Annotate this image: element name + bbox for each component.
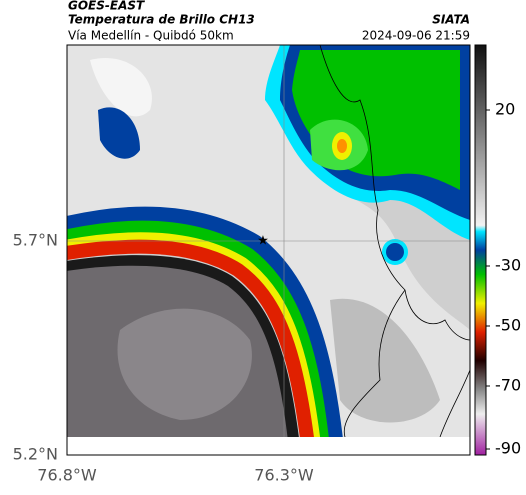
lon-label: 76.3°W xyxy=(254,466,314,485)
colorbar-ticks xyxy=(486,109,490,450)
colorbar-label: -90 xyxy=(495,439,521,458)
map-frame xyxy=(66,44,471,456)
source-title: GOES-EAST xyxy=(68,0,145,13)
lon-label: 76.8°W xyxy=(37,466,97,485)
lat-label: 5.7°N xyxy=(13,231,58,250)
product-title: Temperatura de Brillo CH13 xyxy=(68,13,255,27)
colorbar-label: -70 xyxy=(495,376,521,395)
timestamp: 2024-09-06 21:59 xyxy=(362,29,470,43)
colorbar-label: -30 xyxy=(495,256,521,275)
route-subtitle: Vía Medellín - Quibdó 50km xyxy=(68,29,234,43)
colorbar-label: -50 xyxy=(495,316,521,335)
colorbar-label: 20 xyxy=(495,100,515,119)
brand: SIATA xyxy=(432,13,470,27)
colorbar xyxy=(474,44,487,456)
satellite-image: ★ xyxy=(67,45,470,437)
svg-text:★: ★ xyxy=(257,234,269,249)
lat-label: 5.2°N xyxy=(13,445,58,464)
